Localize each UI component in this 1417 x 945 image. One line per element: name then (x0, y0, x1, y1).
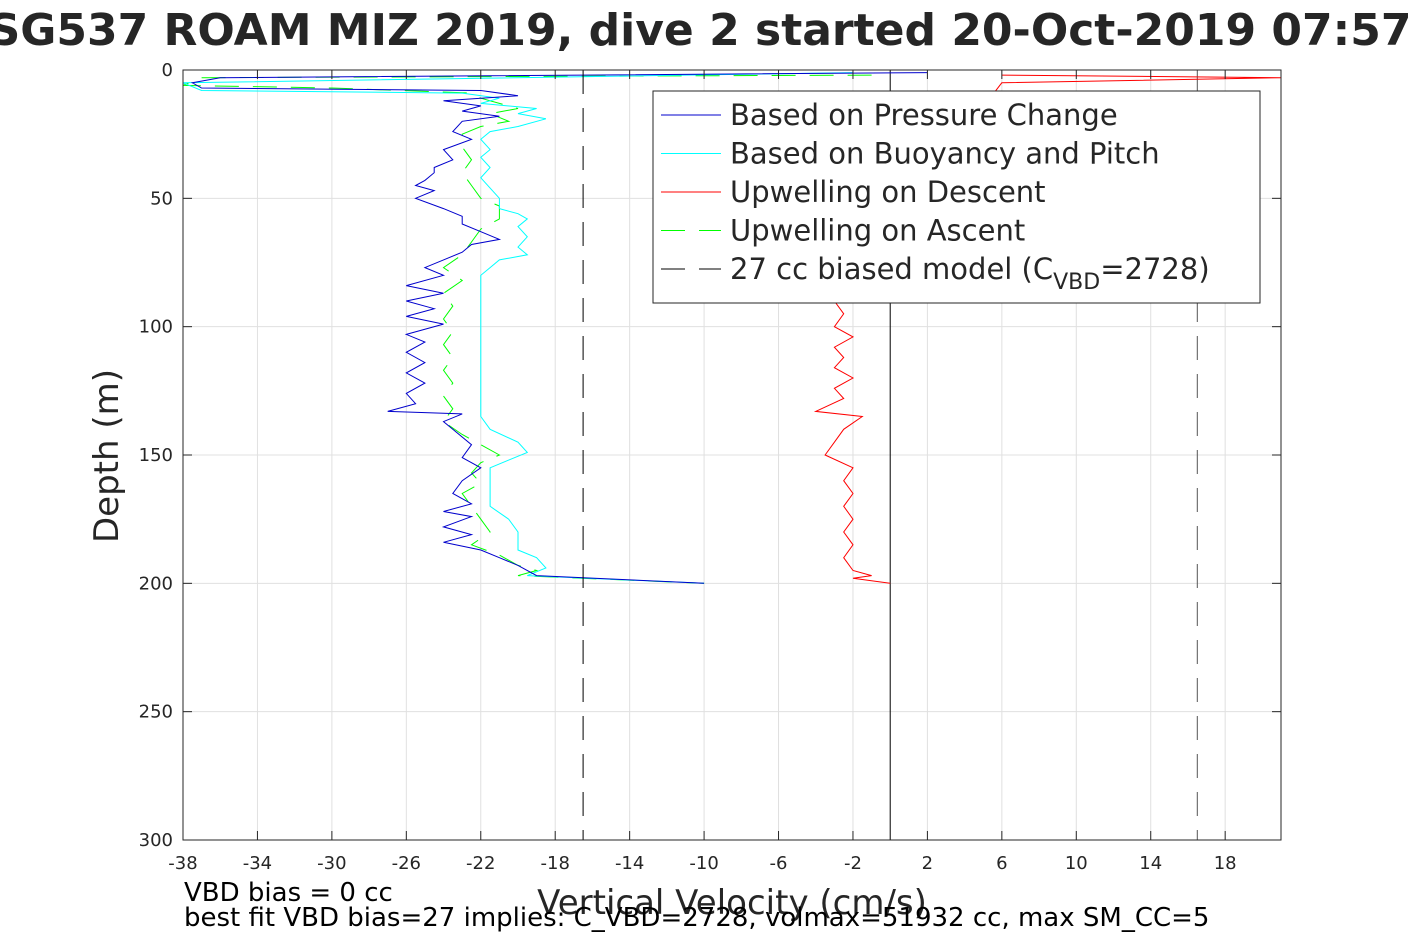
x-tick-label: 10 (1065, 853, 1088, 874)
y-tick-label: 0 (162, 60, 173, 81)
x-tick-label: -14 (615, 853, 644, 874)
legend-label: Based on Pressure Change (730, 98, 1118, 132)
y-tick-label: 100 (139, 317, 173, 338)
y-tick-label: 200 (139, 573, 173, 594)
x-tick-label: -10 (689, 853, 718, 874)
best-fit-note: best fit VBD bias=27 implies: C_VBD=2728… (184, 903, 1210, 933)
x-tick-label: -6 (770, 853, 788, 874)
axis-ticks: -38 -34 -30 -26 -22 -18 -14 -10 -6 -2 2 6 10 14 180501… (139, 60, 1281, 874)
x-tick-label: -22 (466, 853, 495, 874)
upwell_descent-series-line (813, 74, 1281, 584)
y-tick-label: 300 (139, 830, 173, 851)
x-tick-label: 14 (1139, 853, 1162, 874)
x-axis-label: Vertical Velocity (cm/s) (537, 883, 927, 923)
x-tick-label: -18 (541, 853, 570, 874)
pressure-series-line (190, 72, 928, 584)
legend-label: Upwelling on Descent (730, 175, 1046, 209)
buoyancy-series-line (183, 72, 854, 584)
x-tick-label: -2 (844, 853, 862, 874)
x-tick-label: -38 (168, 853, 197, 874)
x-tick-label: 18 (1214, 853, 1237, 874)
y-axis-label: Depth (m) (87, 369, 127, 543)
legend-label: 27 cc biased model (CVBD=2728) (730, 252, 1210, 295)
legend-label: Upwelling on Ascent (730, 214, 1025, 248)
legend-box (652, 90, 1261, 304)
chart-title: SG537 ROAM MIZ 2019, dive 2 started 20-O… (0, 5, 1411, 56)
x-tick-label: 2 (922, 853, 933, 874)
vbd-bias-note: VBD bias = 0 cc (184, 878, 393, 908)
legend: Based on Pressure Change Based on Buoyanc… (652, 90, 1261, 304)
y-tick-label: 50 (150, 188, 173, 209)
y-tick-label: 150 (139, 445, 173, 466)
x-tick-label: -26 (392, 853, 421, 874)
x-tick-label: 6 (996, 853, 1007, 874)
x-tick-label: -30 (317, 853, 346, 874)
legend-label: Based on Buoyancy and Pitch (730, 137, 1160, 171)
y-tick-label: 250 (139, 702, 173, 723)
upwell_ascent-series-line (183, 74, 872, 584)
x-tick-label: -34 (243, 853, 272, 874)
